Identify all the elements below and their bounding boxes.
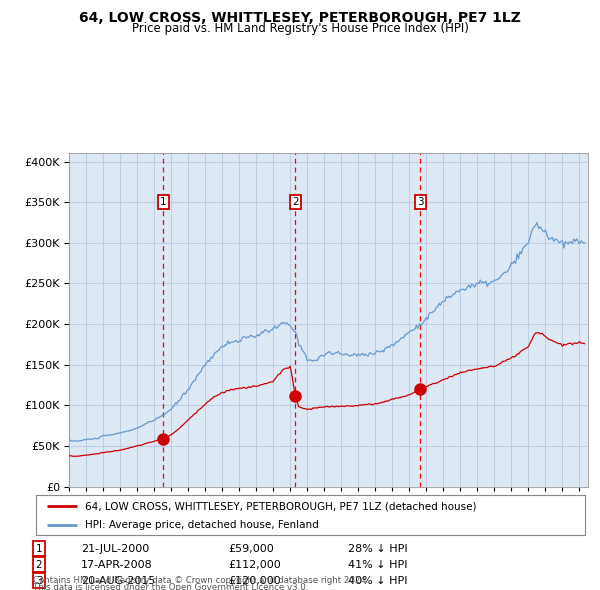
Text: 3: 3 xyxy=(35,576,43,585)
Text: £120,000: £120,000 xyxy=(228,576,281,585)
Text: 1: 1 xyxy=(35,544,43,553)
Text: HPI: Average price, detached house, Fenland: HPI: Average price, detached house, Fenl… xyxy=(85,520,319,530)
Text: 41% ↓ HPI: 41% ↓ HPI xyxy=(348,560,407,569)
Text: 2: 2 xyxy=(35,560,43,569)
Text: Price paid vs. HM Land Registry's House Price Index (HPI): Price paid vs. HM Land Registry's House … xyxy=(131,22,469,35)
Text: £112,000: £112,000 xyxy=(228,560,281,569)
Text: 3: 3 xyxy=(417,197,424,207)
Text: 64, LOW CROSS, WHITTLESEY, PETERBOROUGH, PE7 1LZ: 64, LOW CROSS, WHITTLESEY, PETERBOROUGH,… xyxy=(79,11,521,25)
Text: 20-AUG-2015: 20-AUG-2015 xyxy=(81,576,155,585)
Text: 64, LOW CROSS, WHITTLESEY, PETERBOROUGH, PE7 1LZ (detached house): 64, LOW CROSS, WHITTLESEY, PETERBOROUGH,… xyxy=(85,502,477,512)
Text: 17-APR-2008: 17-APR-2008 xyxy=(81,560,153,569)
Text: 2: 2 xyxy=(292,197,299,207)
Text: 1: 1 xyxy=(160,197,167,207)
Text: 28% ↓ HPI: 28% ↓ HPI xyxy=(348,544,407,553)
Text: 21-JUL-2000: 21-JUL-2000 xyxy=(81,544,149,553)
Text: Contains HM Land Registry data © Crown copyright and database right 2024.: Contains HM Land Registry data © Crown c… xyxy=(33,576,368,585)
Text: 40% ↓ HPI: 40% ↓ HPI xyxy=(348,576,407,585)
Text: £59,000: £59,000 xyxy=(228,544,274,553)
Text: This data is licensed under the Open Government Licence v3.0.: This data is licensed under the Open Gov… xyxy=(33,584,308,590)
